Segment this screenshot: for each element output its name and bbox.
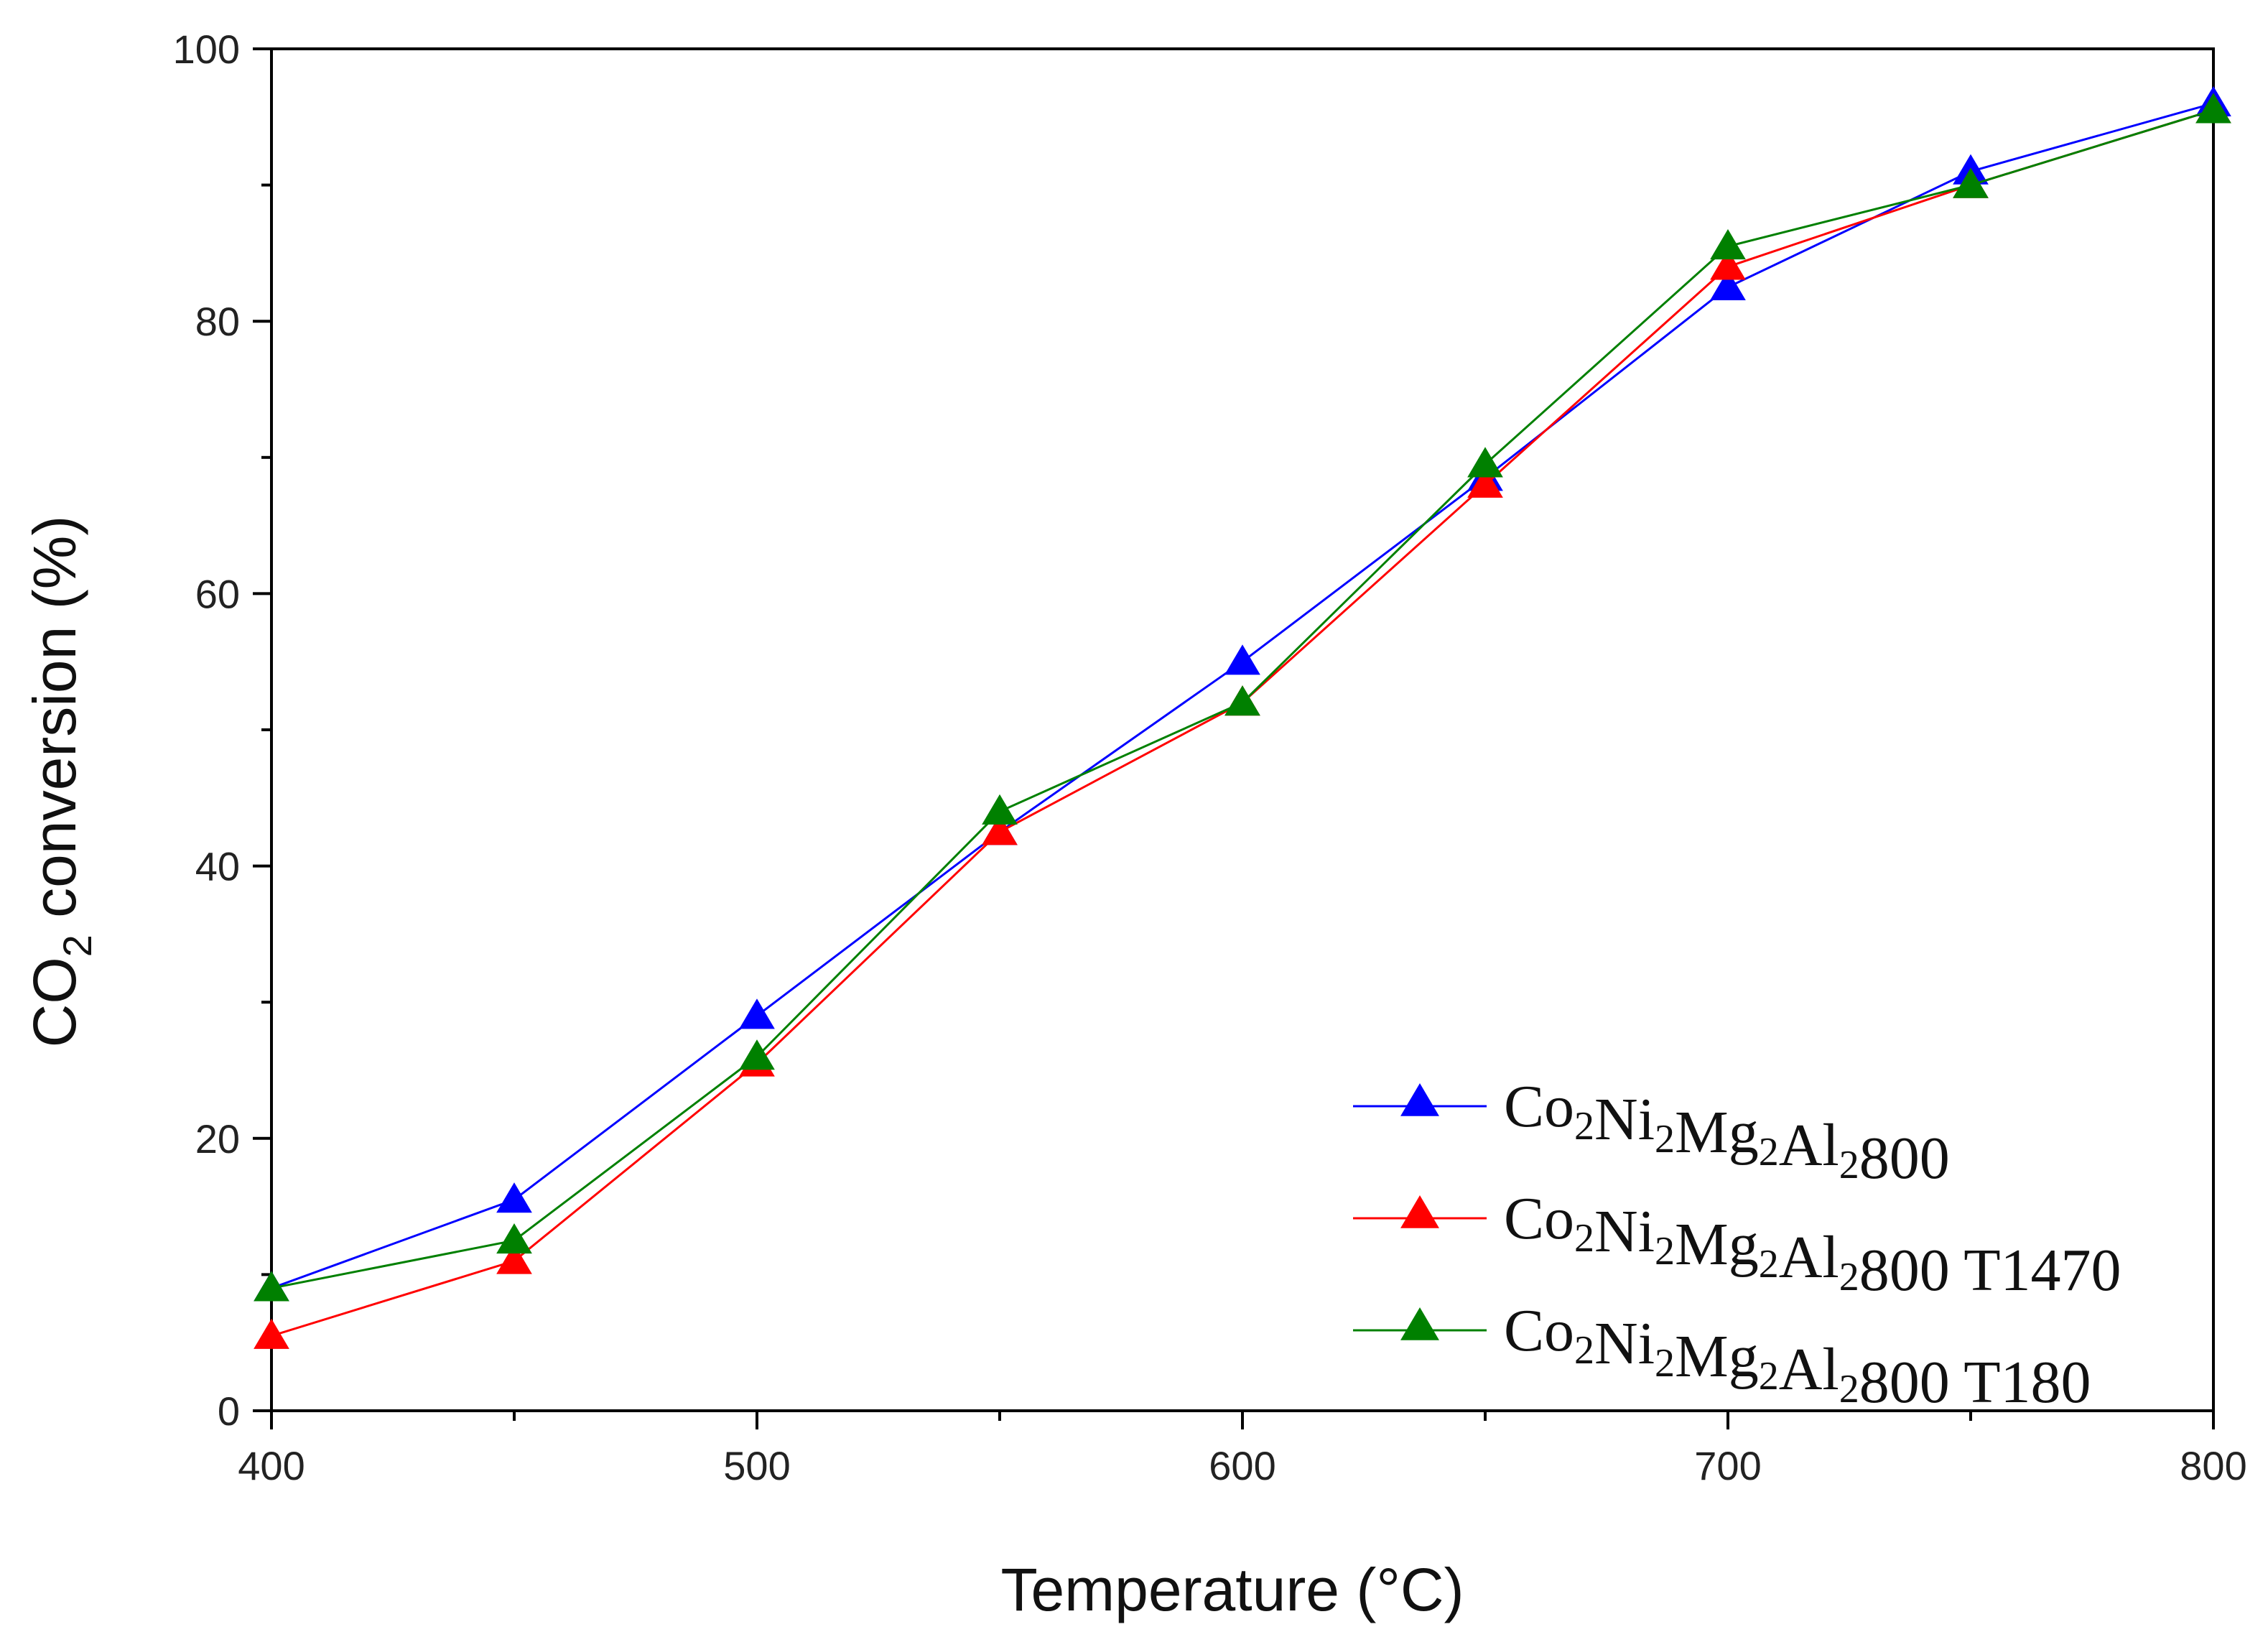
y-tick-label: 60 (195, 571, 240, 616)
legend-label-subscript: 2 (1655, 1341, 1675, 1386)
data-point (254, 1318, 289, 1349)
data-point (2195, 93, 2231, 124)
legend-label-subscript: 2 (1655, 1117, 1675, 1162)
data-point (982, 815, 1018, 845)
legend-label-part: Mg (1675, 1211, 1759, 1278)
x-tick-label: 700 (1694, 1443, 1761, 1488)
data-point (1710, 269, 1746, 300)
y-tick-label: 40 (195, 844, 240, 889)
legend-marker (1400, 1083, 1439, 1116)
data-point (1710, 249, 1746, 280)
legend-label-part: Co (1504, 1073, 1574, 1140)
data-point (496, 1243, 532, 1274)
legend-label-part: Ni (1594, 1310, 1655, 1377)
data-point (1224, 685, 1260, 716)
legend-label-subscript: 2 (1574, 1216, 1594, 1261)
legend-marker (1400, 1195, 1439, 1228)
y-tick-label: 20 (195, 1116, 240, 1162)
legend-label-subscript: 2 (1759, 1354, 1779, 1399)
legend-label-subscript: 2 (1839, 1143, 1859, 1187)
data-point (254, 1271, 289, 1302)
y-tick-label: 80 (195, 299, 240, 344)
series-2 (254, 93, 2231, 1302)
legend-label-part: 800 T1470 (1859, 1237, 2121, 1304)
legend-label: Co2Ni2Mg2Al2800 T180 (1504, 1297, 2091, 1416)
y-axis-title: CO2 conversion (%) (21, 516, 100, 1048)
legend-marker (1400, 1307, 1439, 1340)
legend-label: Co2Ni2Mg2Al2800 T1470 (1504, 1185, 2121, 1304)
legend-label-part: 800 (1859, 1125, 1950, 1192)
legend-label-subscript: 2 (1574, 1328, 1594, 1373)
legend-label-subscript: 2 (1574, 1104, 1594, 1149)
series-layer (254, 85, 2231, 1349)
legend-entry-1: Co2Ni2Mg2Al2800 T1470 (1353, 1185, 2121, 1304)
legend-label-part: Co (1504, 1185, 1574, 1252)
legend-label-subscript: 2 (1759, 1242, 1779, 1286)
data-point (496, 1223, 532, 1254)
data-point (1467, 467, 1503, 498)
legend-label-part: Ni (1594, 1086, 1655, 1153)
data-point (1224, 644, 1260, 675)
x-tick-label: 400 (238, 1443, 305, 1488)
x-tick-label: 600 (1209, 1443, 1275, 1488)
y-axis-title-pre: CO (21, 957, 88, 1047)
data-point (739, 1039, 775, 1070)
data-point (739, 998, 775, 1029)
legend-label-subscript: 2 (1839, 1367, 1859, 1411)
x-axis-title: Temperature (°C) (1000, 1556, 1464, 1623)
data-point (1467, 447, 1503, 478)
legend-label-subscript: 2 (1655, 1229, 1675, 1274)
legend-label-part: Co (1504, 1297, 1574, 1364)
data-point (982, 794, 1018, 825)
legend-label-part: Al (1779, 1112, 1839, 1179)
axis-titles: Temperature (°C) CO2 conversion (%) (21, 516, 1464, 1623)
legend-label-part: Mg (1675, 1099, 1759, 1166)
legend-entry-2: Co2Ni2Mg2Al2800 T180 (1353, 1297, 2091, 1416)
legend-entry-0: Co2Ni2Mg2Al2800 (1353, 1073, 1950, 1192)
y-axis-title-post: conversion (%) (21, 516, 88, 935)
data-point (496, 1182, 532, 1213)
data-point (1953, 167, 1989, 198)
x-tick-label: 500 (723, 1443, 790, 1488)
legend-label: Co2Ni2Mg2Al2800 (1504, 1073, 1950, 1192)
legend-label-subscript: 2 (1759, 1130, 1779, 1174)
legend-label-part: Mg (1675, 1323, 1759, 1390)
data-point (1710, 228, 1746, 260)
legend-label-part: Ni (1594, 1198, 1655, 1265)
legend-label-subscript: 2 (1839, 1255, 1859, 1299)
legend-label-part: 800 T180 (1859, 1349, 2091, 1416)
legend-label-part: Al (1779, 1224, 1839, 1291)
y-tick-label: 0 (218, 1388, 240, 1434)
legend-label-part: Al (1779, 1336, 1839, 1403)
y-axis-title-subscript: 2 (55, 935, 100, 957)
y-tick-label: 100 (173, 27, 240, 72)
axes: 400 500 600 700 800 0 20 40 60 80 100 (173, 27, 2247, 1488)
x-tick-label: 800 (2180, 1443, 2246, 1488)
